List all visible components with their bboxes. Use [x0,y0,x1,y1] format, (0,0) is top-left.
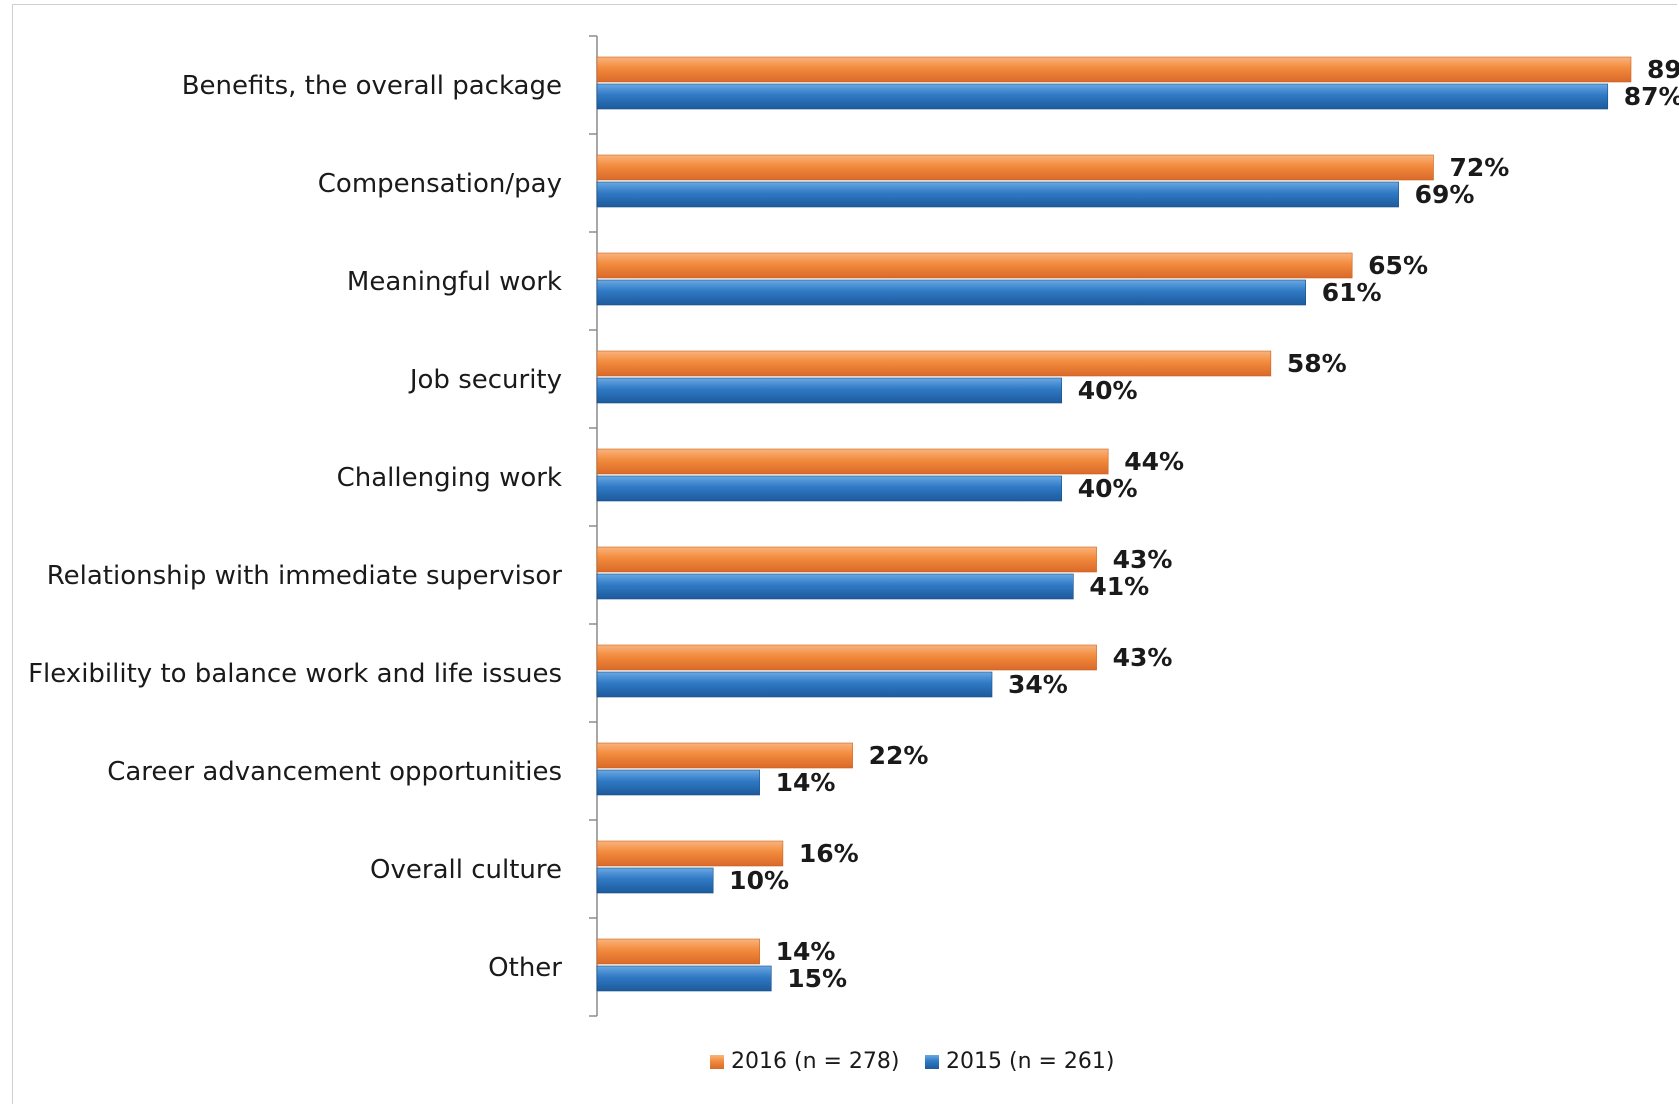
data-label: 72% [1449,153,1509,182]
data-label: 40% [1078,376,1138,405]
data-label: 40% [1078,474,1138,503]
category-label: Job security [408,365,562,395]
bar-2015 [596,867,714,894]
bar-2016 [596,154,1434,181]
legend-label: 2016 (n = 278) [731,1049,900,1074]
data-label: 58% [1287,349,1347,378]
bar-2015 [596,279,1306,306]
category-label: Benefits, the overall package [182,71,562,101]
category-label: Relationship with immediate supervisor [47,561,563,591]
bar-2016 [596,448,1109,475]
data-label: 14% [776,768,836,797]
bar-2015 [596,769,760,796]
data-label: 10% [729,866,789,895]
bars [596,56,1632,992]
bar-2015 [596,181,1399,208]
bar-2016 [596,546,1097,573]
data-label: 43% [1113,643,1173,672]
legend-swatch-2016 [710,1055,724,1069]
bar-2015 [596,377,1063,404]
data-label: 16% [799,839,859,868]
data-label: 22% [869,741,929,770]
legend-label: 2015 (n = 261) [946,1049,1115,1074]
category-label: Overall culture [370,855,562,885]
category-label: Flexibility to balance work and life iss… [28,659,562,689]
data-label: 14% [776,937,836,966]
data-label: 89 [1647,55,1679,84]
legend: 2016 (n = 278) 2015 (n = 261) [710,1049,1115,1074]
bar-2016 [596,56,1632,83]
bar-2016 [596,840,784,867]
data-label: 34% [1008,670,1068,699]
legend-swatch-2015 [925,1055,939,1069]
bar-2016 [596,938,760,965]
category-label: Meaningful work [347,267,562,297]
data-label: 87% [1624,82,1679,111]
data-label: 43% [1113,545,1173,574]
data-label: 69% [1415,180,1475,209]
data-label: 41% [1089,572,1149,601]
data-label: 44% [1124,447,1184,476]
bar-2015 [596,671,993,698]
bar-2016 [596,742,853,769]
y-axis [589,35,598,1017]
bar-2015 [596,573,1074,600]
category-label: Career advancement opportunities [107,757,562,787]
data-label: 15% [787,964,847,993]
chart-frame [12,4,1677,1104]
bar-2015 [596,83,1609,110]
data-label: 61% [1322,278,1382,307]
bar-2015 [596,475,1063,502]
bar-2015 [596,965,772,992]
data-label: 65% [1368,251,1428,280]
bar-2016 [596,252,1353,279]
bar-2016 [596,644,1097,671]
bar-2016 [596,350,1272,377]
category-label: Compensation/pay [318,169,562,199]
category-label: Challenging work [337,463,562,493]
category-label: Other [488,953,562,983]
